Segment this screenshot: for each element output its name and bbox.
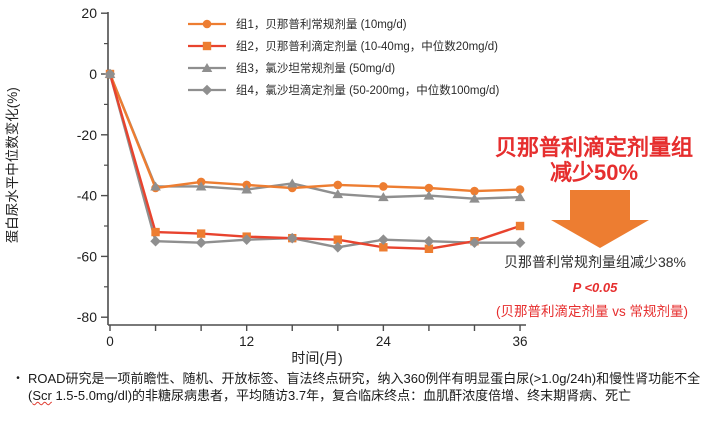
legend-label-group3: 组3，氯沙坦常规剂量 (50mg/d): [236, 63, 396, 75]
legend-item-group1: 组1，贝那普利常规剂量 (10mg/d): [187, 13, 499, 35]
comparison-note: (贝那普利滴定剂量 vs 常规剂量): [496, 304, 688, 319]
proteinuria-chart: 20 0 -20 -40 -60 -80 0 12 24 36 时间(月) 蛋白尿水平中位数变化(%): [5, 5, 528, 366]
svg-text:24: 24: [376, 334, 392, 349]
group1-marker-icon: [188, 19, 226, 29]
svg-text:0: 0: [89, 66, 97, 82]
study-footnote: • ROAD研究是一项前瞻性、随机、开放标签、盲法终点研究，纳入360例伴有明显…: [8, 370, 706, 404]
legend-item-group2: 组2，贝那普利滴定剂量 (10-40mg，中位数20mg/d): [187, 35, 499, 57]
chart-legend: 组1，贝那普利常规剂量 (10mg/d) 组2，贝那普利滴定剂量 (10-40m…: [187, 13, 499, 101]
p-value: P <0.05: [572, 280, 618, 295]
footnote-before: ROAD研究是一项前瞻性、随机、开放标签、盲法终点研究，纳入360例伴有明显蛋白…: [28, 371, 701, 403]
legend-label-group2: 组2，贝那普利滴定剂量 (10-40mg，中位数20mg/d): [236, 41, 498, 53]
legend-item-group3: 组3，氯沙坦常规剂量 (50mg/d): [187, 57, 499, 79]
svg-text:20: 20: [81, 5, 97, 21]
svg-text:0: 0: [106, 334, 114, 349]
svg-text:-80: -80: [77, 309, 97, 325]
secondary-reduction-38: 贝那普利常规剂量组减少38%: [503, 254, 687, 270]
legend-label-group4: 组4，氯沙坦滴定剂量 (50-200mg，中位数100mg/d): [236, 85, 500, 97]
headline-line2: 减少50%: [549, 160, 639, 185]
down-arrow-icon: [551, 190, 649, 248]
svg-text:-20: -20: [77, 127, 97, 143]
group4-marker-icon: [188, 84, 226, 96]
legend-item-group4: 组4，氯沙坦滴定剂量 (50-200mg，中位数100mg/d): [187, 79, 499, 101]
bullet-icon: •: [16, 373, 20, 384]
headline-reduction-50: 贝那普利滴定剂量组 减少50%: [478, 135, 710, 185]
svg-text:12: 12: [239, 334, 254, 349]
svg-text:蛋白尿水平中位数变化(%): 蛋白尿水平中位数变化(%): [5, 87, 20, 243]
headline-line1: 贝那普利滴定剂量组: [494, 135, 693, 160]
svg-text:-40: -40: [77, 188, 97, 204]
footnote-text: ROAD研究是一项前瞻性、随机、开放标签、盲法终点研究，纳入360例伴有明显蛋白…: [28, 370, 706, 404]
svg-text:时间(月): 时间(月): [291, 350, 342, 366]
footnote-scr-flagged: Scr: [32, 388, 52, 403]
svg-text:36: 36: [513, 334, 528, 349]
legend-label-group1: 组1，贝那普利常规剂量 (10mg/d): [236, 19, 407, 31]
footnote-after: 1.5-5.0mg/dl)的非糖尿病患者，平均随访3.7年，复合临床终点：血肌酐…: [51, 388, 632, 403]
group2-marker-icon: [188, 41, 226, 51]
group3-marker-icon: [188, 63, 226, 72]
svg-text:-60: -60: [77, 248, 97, 264]
